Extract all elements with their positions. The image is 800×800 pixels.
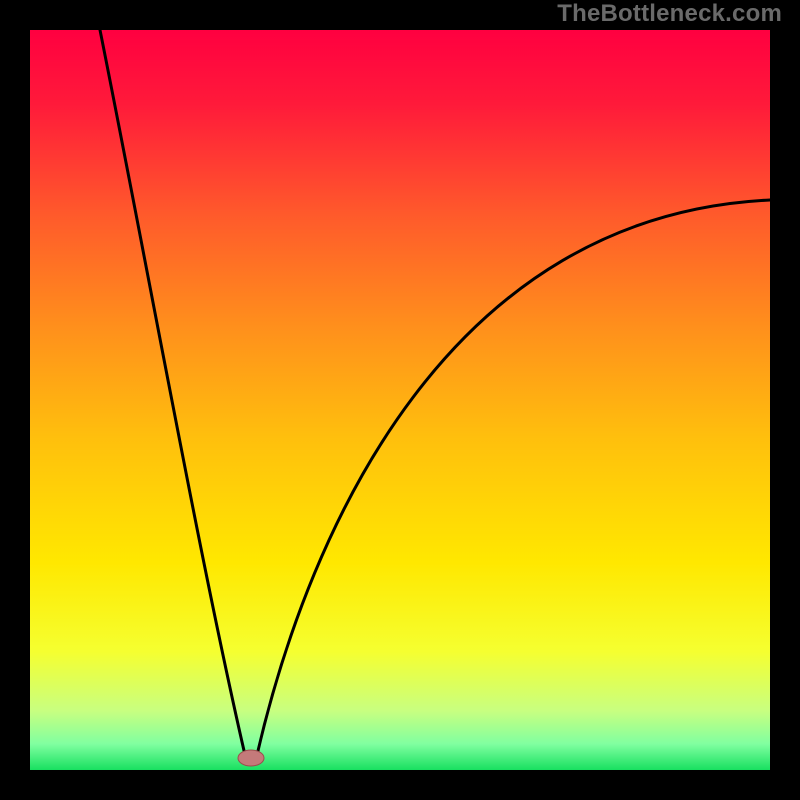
bottleneck-chart (0, 0, 800, 800)
watermark-text: TheBottleneck.com (557, 0, 782, 28)
minimum-marker (238, 750, 264, 766)
gradient-plot-area (30, 30, 770, 770)
chart-container: TheBottleneck.com (0, 0, 800, 800)
